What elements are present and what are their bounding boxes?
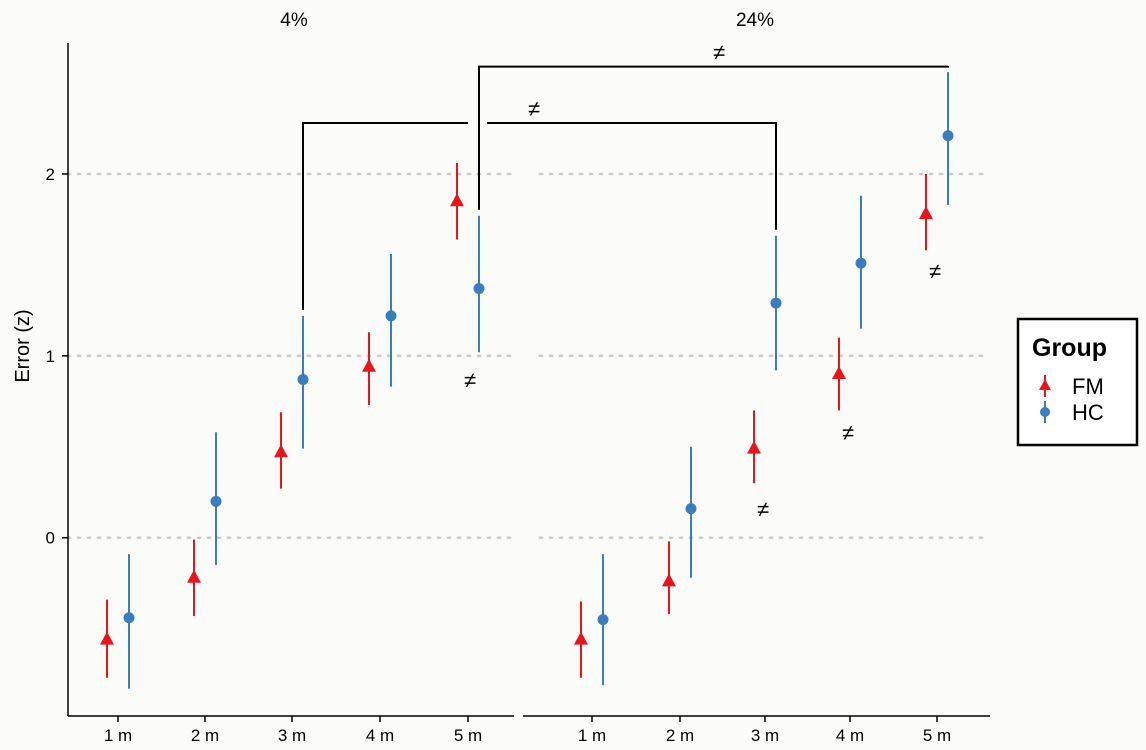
legend-box bbox=[1016, 317, 1139, 447]
x-tick-label-5-m-4pct: 5 m bbox=[454, 726, 482, 745]
point-hc-4-m-24pct bbox=[855, 257, 867, 269]
error-bars bbox=[106, 72, 949, 689]
point-fm-5-m-4pct bbox=[450, 193, 464, 207]
legend-marker-hc bbox=[1040, 407, 1050, 417]
point-fm-4-m-4pct bbox=[362, 358, 376, 372]
x-tick-label-3-m-4pct: 3 m bbox=[278, 726, 306, 745]
x-tick-label-1-m-4pct: 1 m bbox=[104, 726, 132, 745]
legend-label-hc: HC bbox=[1072, 400, 1104, 425]
point-hc-3-m-24pct bbox=[770, 297, 782, 309]
y-tick-label-1: 1 bbox=[46, 347, 55, 366]
point-hc-5-m-24pct bbox=[942, 130, 954, 142]
legend-marker-fm bbox=[1039, 379, 1051, 390]
x-tick-label-2-m-4pct: 2 m bbox=[191, 726, 219, 745]
y-axis-label: Error (z) bbox=[12, 309, 34, 382]
point-fm-1-m-24pct bbox=[574, 631, 588, 645]
x-tick-label-2-m-24pct: 2 m bbox=[666, 726, 694, 745]
legend-title: Group bbox=[1032, 334, 1107, 362]
x-ticks: 1 m 2 m 3 m 4 m 5 m 1 m 2 m 3 m 4 m 5 m bbox=[104, 716, 951, 745]
panel-title-2: 24% bbox=[736, 10, 774, 31]
x-tick-label-1-m-24pct: 1 m bbox=[578, 726, 606, 745]
point-fm-2-m-24pct bbox=[662, 573, 676, 587]
y-ticks: 0 1 2 bbox=[46, 165, 68, 548]
x-tick-label-4-m-4pct: 4 m bbox=[366, 726, 394, 745]
points bbox=[100, 130, 954, 645]
comparison-label-2: ≠ bbox=[713, 40, 725, 65]
point-hc-4-m-4pct bbox=[385, 310, 397, 322]
point-hc-5-m-4pct bbox=[473, 283, 485, 295]
point-fm-1-m-4pct bbox=[100, 631, 114, 645]
point-hc-1-m-24pct bbox=[597, 614, 609, 626]
comparison-label-1: ≠ bbox=[528, 96, 540, 121]
point-hc-2-m-24pct bbox=[685, 503, 697, 515]
comparison-brackets bbox=[302, 65, 949, 310]
point-fm-4-m-24pct bbox=[832, 366, 846, 380]
point-fm-3-m-4pct bbox=[274, 444, 288, 458]
point-fm-3-m-24pct bbox=[747, 440, 761, 454]
legend-label-fm: FM bbox=[1072, 374, 1104, 399]
x-tick-label-5-m-24pct: 5 m bbox=[923, 726, 951, 745]
comparison-bracket-2 bbox=[478, 65, 949, 210]
y-tick-label-2: 2 bbox=[46, 165, 55, 184]
point-fm-5-m-24pct bbox=[919, 205, 933, 219]
panel-titles: 4% 24% bbox=[280, 10, 774, 31]
annotation-4-m-24pct: ≠ bbox=[842, 420, 854, 445]
y-tick-label-0: 0 bbox=[46, 529, 55, 548]
point-hc-3-m-4pct bbox=[297, 374, 309, 385]
annotation-5-m-4pct: ≠ bbox=[464, 368, 476, 393]
axis-layer bbox=[67, 43, 990, 717]
point-fm-2-m-4pct bbox=[187, 569, 201, 583]
point-hc-1-m-4pct bbox=[123, 612, 135, 624]
panel-title-1: 4% bbox=[280, 10, 308, 31]
point-hc-2-m-4pct bbox=[210, 495, 222, 507]
annotation-3-m-24pct: ≠ bbox=[757, 497, 769, 522]
comparison-bracket-1 bbox=[302, 122, 777, 310]
grid-layer bbox=[66, 172, 992, 539]
annotations: ≠ ≠ ≠ ≠ ≠ ≠ bbox=[464, 40, 941, 522]
x-tick-label-3-m-24pct: 3 m bbox=[751, 726, 779, 745]
x-tick-label-4-m-24pct: 4 m bbox=[836, 726, 864, 745]
annotation-5-m-24pct: ≠ bbox=[929, 258, 941, 283]
